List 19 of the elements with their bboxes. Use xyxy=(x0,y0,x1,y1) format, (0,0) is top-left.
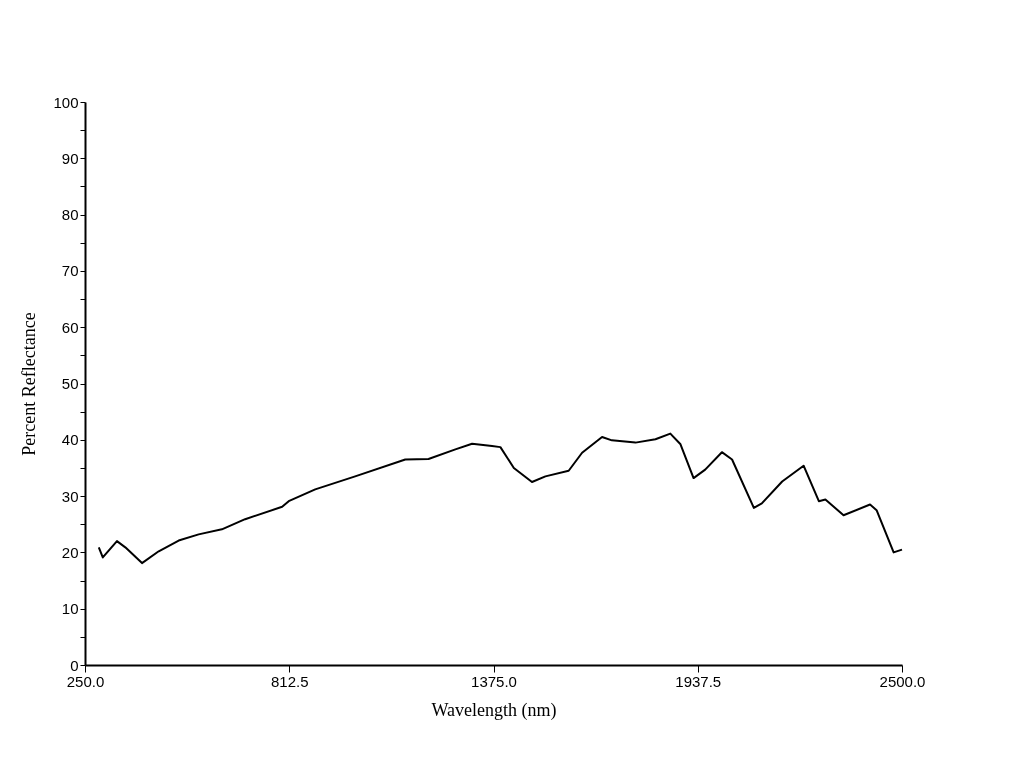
line-series xyxy=(97,432,903,565)
y-tick-label: 20 xyxy=(61,543,79,561)
y-tick-label: 10 xyxy=(61,600,79,618)
y-tick-label: 100 xyxy=(53,93,79,111)
x-tick-label: 812.5 xyxy=(270,672,309,690)
x-tick-label: 250.0 xyxy=(66,672,105,690)
y-tick-label: 60 xyxy=(61,318,79,336)
x-tick-label: 1937.5 xyxy=(675,672,722,690)
x-axis-title: Wavelength (nm) xyxy=(431,699,557,721)
y-tick-label: 0 xyxy=(70,656,79,674)
y-tick-label: 80 xyxy=(61,206,79,224)
y-tick-label: 90 xyxy=(61,149,79,167)
y-tick-label: 70 xyxy=(61,262,79,280)
y-tick-label: 50 xyxy=(61,375,79,392)
y-axis-title: Percent Reflectance xyxy=(19,312,40,456)
y-tick-label: 30 xyxy=(61,487,79,505)
x-tick-label: 1375.0 xyxy=(471,672,517,690)
x-tick-label: 2500.0 xyxy=(879,672,926,690)
y-tick-label: 40 xyxy=(61,431,79,449)
